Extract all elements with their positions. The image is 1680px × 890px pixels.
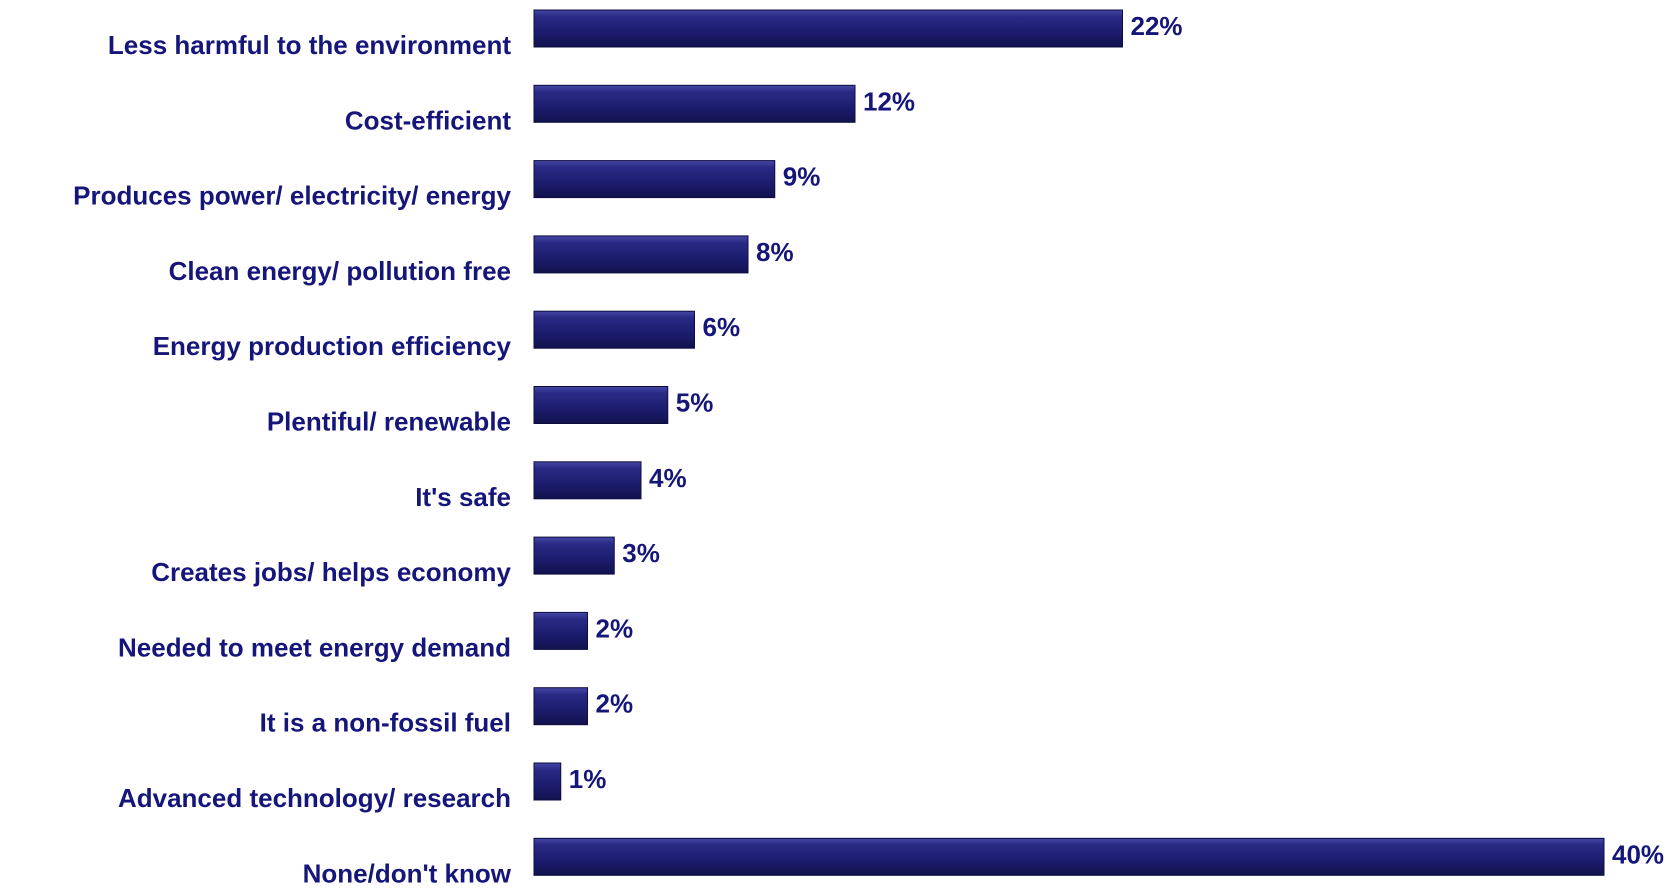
bar bbox=[533, 310, 695, 349]
value-label: 3% bbox=[622, 538, 660, 568]
category-label: Needed to meet energy demand bbox=[118, 632, 511, 662]
value-label: 5% bbox=[676, 388, 714, 418]
value-label: 4% bbox=[649, 463, 687, 493]
value-label: 2% bbox=[596, 613, 634, 643]
bar bbox=[533, 386, 669, 424]
category-label: It is a non-fossil fuel bbox=[260, 708, 511, 738]
bar bbox=[533, 837, 1605, 876]
value-label: 6% bbox=[703, 312, 741, 342]
bar bbox=[533, 461, 642, 500]
category-label: Cost-efficient bbox=[345, 105, 511, 135]
category-label: Advanced technology/ research bbox=[118, 783, 511, 813]
bar bbox=[533, 762, 562, 801]
bar bbox=[533, 160, 776, 199]
category-label: Creates jobs/ helps economy bbox=[151, 557, 511, 587]
value-label: 12% bbox=[863, 86, 915, 116]
value-label: 9% bbox=[783, 162, 821, 192]
bar bbox=[533, 84, 856, 123]
category-label: Less harmful to the environment bbox=[108, 30, 511, 60]
category-label: Produces power/ electricity/ energy bbox=[73, 181, 511, 211]
value-label: 8% bbox=[756, 237, 794, 267]
value-label: 2% bbox=[596, 689, 634, 719]
category-labels: Less harmful to the environment Cost-effi… bbox=[73, 30, 512, 888]
bar bbox=[533, 235, 749, 274]
value-label: 40% bbox=[1612, 839, 1664, 869]
bar bbox=[533, 687, 588, 726]
category-label: It's safe bbox=[415, 482, 511, 512]
value-label: 1% bbox=[569, 764, 607, 794]
bars-layer bbox=[533, 9, 1605, 876]
bar bbox=[533, 611, 588, 650]
category-label: Clean energy/ pollution free bbox=[169, 256, 511, 286]
category-label: Energy production efficiency bbox=[153, 331, 512, 361]
category-label: Plentiful/ renewable bbox=[267, 407, 511, 437]
bar bbox=[533, 536, 615, 575]
value-label: 22% bbox=[1131, 11, 1183, 41]
value-labels: 22% 12% 9% 8% 6% 5% 4% 3% 2% 2% 1% 40% bbox=[569, 11, 1664, 869]
category-label: None/don't know bbox=[303, 858, 512, 888]
bar bbox=[533, 9, 1123, 48]
